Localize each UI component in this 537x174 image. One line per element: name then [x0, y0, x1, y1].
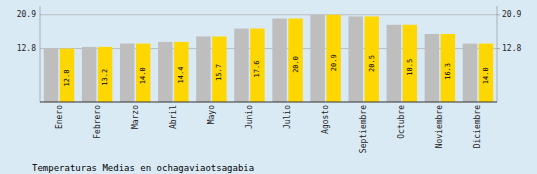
- bar: [387, 25, 401, 102]
- data-label: 12.8: [63, 70, 71, 87]
- x-tick-label: Diciembre: [473, 105, 482, 149]
- bar: [120, 44, 134, 102]
- bar: [60, 49, 74, 102]
- bar: [272, 19, 286, 102]
- data-label: 14.0: [482, 67, 490, 84]
- bar: [250, 29, 264, 102]
- data-label: 13.2: [101, 69, 109, 86]
- y-axis-line: [40, 6, 41, 102]
- bar: [310, 15, 324, 102]
- baseline: [40, 102, 497, 103]
- x-tick-label: Agosto: [321, 105, 330, 134]
- y2-tick-label: 20.9: [502, 10, 521, 19]
- x-tick-label: Noviembre: [435, 105, 444, 149]
- grid-line: [40, 14, 497, 15]
- bar: [441, 34, 455, 102]
- y2-tick: [497, 48, 500, 49]
- data-label: 14.4: [177, 67, 185, 84]
- bar: [82, 47, 96, 102]
- y2-axis-line: [497, 6, 498, 102]
- data-label: 20.9: [330, 54, 338, 71]
- bar: [425, 34, 439, 102]
- bar: [234, 29, 248, 102]
- bar: [44, 49, 58, 102]
- data-label: 20.5: [368, 55, 376, 72]
- y-tick-label: 20.9: [17, 10, 36, 19]
- bars: [44, 15, 493, 102]
- y2-tick-label: 12.8: [502, 44, 521, 53]
- bar: [348, 16, 362, 102]
- y2-tick: [497, 14, 500, 15]
- data-label: 18.5: [406, 59, 414, 76]
- x-tick-label: Octubre: [397, 105, 406, 139]
- bar: [364, 16, 378, 102]
- title: Temperaturas Medias en ochagaviaotsagabi…: [32, 163, 254, 173]
- data-label: 16.3: [444, 63, 452, 80]
- x-tick-label: Junio: [245, 105, 254, 129]
- bar: [479, 44, 493, 102]
- bar: [326, 15, 340, 102]
- data-label: 14.0: [139, 67, 147, 84]
- bar: [403, 25, 417, 102]
- x-tick-label: Febrero: [93, 105, 102, 139]
- bar: [212, 36, 226, 102]
- data-label: 17.6: [253, 61, 261, 78]
- x-tick-label: Julio: [283, 105, 292, 129]
- x-tick-label: Enero: [55, 105, 64, 129]
- bar: [136, 44, 150, 102]
- bar: [98, 47, 112, 102]
- x-tick-label: Abril: [169, 105, 178, 129]
- bar: [158, 42, 172, 102]
- chart: 12.8 13.2 14.0 14.4 15.7 17.6 20.0 20.9 20.5 18.5…: [0, 0, 537, 174]
- y-tick-label: 12.8: [17, 44, 36, 53]
- data-label: 15.7: [215, 64, 223, 81]
- bar: [463, 44, 477, 102]
- bar: [288, 19, 302, 102]
- bar: [196, 36, 210, 102]
- x-tick-label: Septiembre: [359, 105, 368, 153]
- x-tick-label: Mayo: [207, 105, 216, 124]
- bar: [174, 42, 188, 102]
- data-label: 20.0: [292, 56, 300, 73]
- x-tick-label: Marzo: [131, 105, 140, 129]
